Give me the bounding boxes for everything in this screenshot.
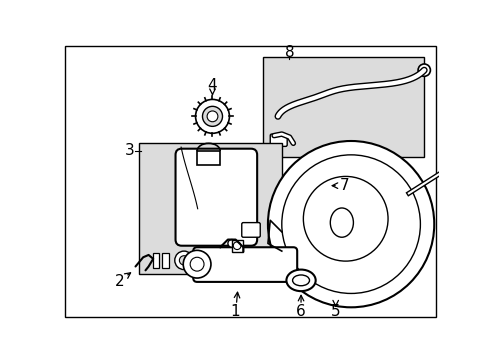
Text: 2: 2	[115, 274, 124, 289]
Text: 5: 5	[330, 303, 340, 319]
FancyBboxPatch shape	[270, 134, 286, 147]
Bar	[153, 253, 159, 268]
Ellipse shape	[286, 270, 315, 291]
Circle shape	[417, 64, 429, 76]
Circle shape	[174, 251, 193, 270]
Circle shape	[195, 99, 229, 133]
Circle shape	[267, 141, 433, 307]
Text: 7: 7	[340, 178, 349, 193]
Circle shape	[202, 106, 222, 126]
Circle shape	[207, 111, 218, 122]
Text: 8: 8	[284, 45, 294, 60]
Circle shape	[309, 179, 323, 193]
Text: 4: 4	[207, 78, 217, 93]
Bar	[139, 143, 281, 274]
Circle shape	[179, 256, 188, 265]
Circle shape	[227, 239, 235, 247]
Bar	[162, 253, 168, 268]
Circle shape	[305, 175, 326, 197]
FancyBboxPatch shape	[175, 149, 257, 246]
Circle shape	[210, 255, 221, 266]
Circle shape	[205, 249, 226, 271]
Bar	[262, 57, 424, 157]
Text: 3: 3	[125, 144, 135, 158]
Bar	[197, 151, 220, 165]
Circle shape	[313, 183, 319, 189]
Text: 1: 1	[230, 303, 240, 319]
Circle shape	[183, 250, 210, 278]
Text: 6: 6	[296, 303, 305, 319]
FancyBboxPatch shape	[193, 247, 297, 282]
FancyBboxPatch shape	[241, 222, 260, 237]
Bar	[231, 239, 242, 252]
